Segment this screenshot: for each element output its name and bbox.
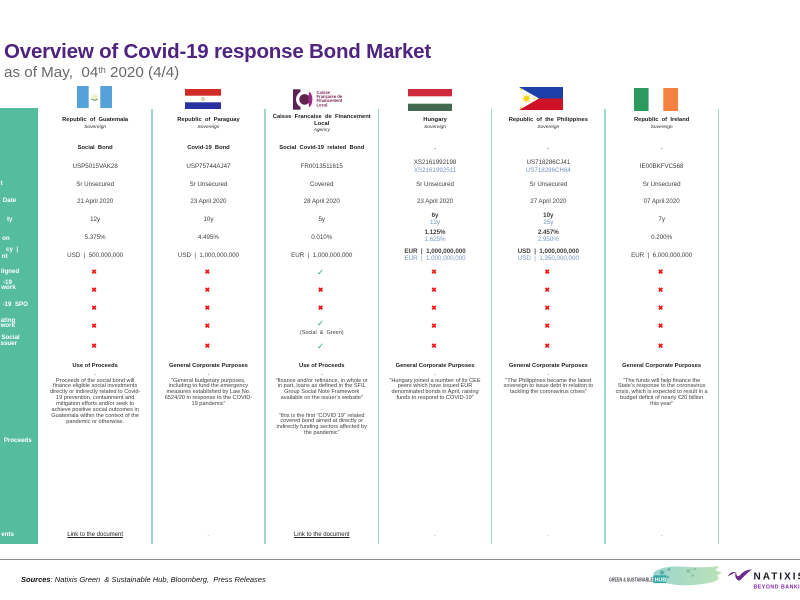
svg-text:HUB: HUB [655, 577, 667, 583]
svg-text:Française de: Française de [317, 94, 343, 99]
svg-text:BEYOND BANKING: BEYOND BANKING [754, 584, 800, 590]
svg-text:Local: Local [317, 102, 328, 107]
svg-text:Financement: Financement [317, 98, 343, 103]
svg-text:Caisse: Caisse [317, 90, 331, 95]
svg-text:GREEN & SUSTAINABLE: GREEN & SUSTAINABLE [609, 577, 653, 583]
svg-text:NATIXIS: NATIXIS [754, 572, 800, 583]
